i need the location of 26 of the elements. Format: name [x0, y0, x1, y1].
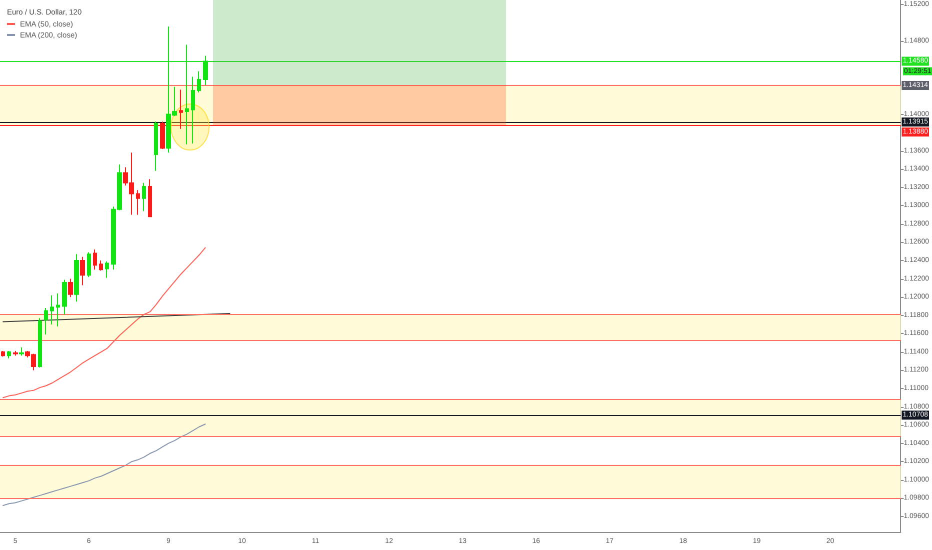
candlestick	[44, 308, 48, 336]
candlestick	[197, 70, 201, 93]
candlestick	[142, 182, 146, 212]
candlestick	[62, 279, 67, 315]
candlestick	[68, 278, 73, 298]
candlestick	[191, 76, 195, 144]
candlestick	[99, 260, 103, 272]
candlestick	[80, 256, 85, 286]
candlestick	[50, 294, 54, 325]
candlestick	[7, 350, 11, 359]
candlestick	[56, 292, 60, 327]
candlestick	[136, 190, 140, 216]
candlestick	[19, 346, 24, 356]
candlestick	[38, 318, 42, 368]
candlestick	[185, 44, 189, 145]
candlestick	[1, 350, 5, 357]
candlestick	[87, 252, 91, 278]
candlestick	[203, 55, 208, 86]
candlestick	[74, 254, 79, 302]
line-series	[2, 247, 206, 398]
candlestick	[13, 350, 18, 356]
candlestick	[148, 178, 152, 218]
candlestick	[105, 260, 109, 278]
candlestick	[93, 249, 97, 270]
candlestick	[154, 121, 158, 172]
line-series	[2, 424, 206, 506]
